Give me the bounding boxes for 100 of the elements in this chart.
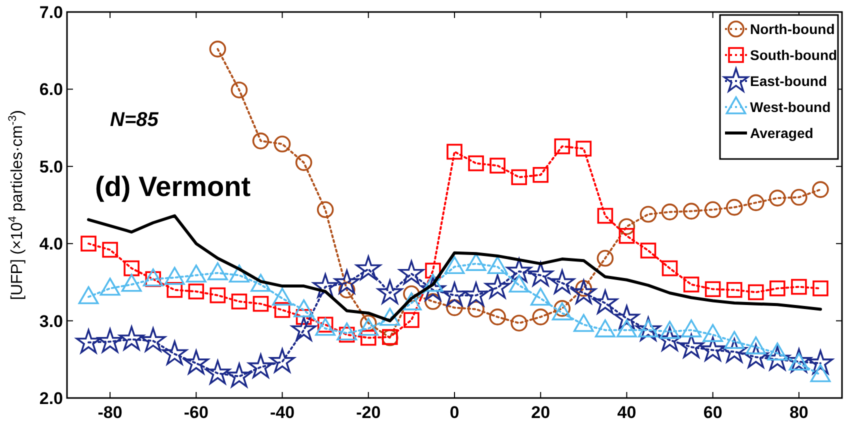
point xyxy=(336,322,358,340)
point xyxy=(186,264,206,283)
point xyxy=(770,280,786,296)
point xyxy=(511,169,527,186)
point xyxy=(636,316,661,341)
point xyxy=(594,319,616,338)
point xyxy=(678,334,704,358)
point xyxy=(315,318,336,336)
x-tick-label: -20 xyxy=(356,403,381,422)
point xyxy=(205,360,230,384)
point xyxy=(403,285,420,302)
point xyxy=(380,308,400,326)
point xyxy=(618,218,636,236)
y-tick-label: 3.0 xyxy=(39,312,63,331)
point xyxy=(808,350,834,374)
point xyxy=(442,282,468,306)
point xyxy=(786,348,812,373)
point xyxy=(681,319,702,338)
point xyxy=(358,318,379,336)
point xyxy=(356,256,381,280)
point xyxy=(209,40,226,58)
point xyxy=(597,208,614,224)
point xyxy=(508,274,530,293)
point xyxy=(446,144,462,160)
point xyxy=(100,278,120,296)
point xyxy=(506,258,532,282)
point xyxy=(296,309,312,325)
point xyxy=(704,281,721,298)
point xyxy=(640,242,656,258)
point xyxy=(102,242,118,258)
point xyxy=(316,201,334,218)
point xyxy=(769,190,786,206)
point xyxy=(140,328,166,352)
point xyxy=(552,302,572,320)
point xyxy=(270,348,295,373)
point xyxy=(747,194,764,212)
point xyxy=(78,286,99,304)
point xyxy=(166,282,183,298)
legend-label: North-bound xyxy=(750,20,835,37)
y-tick-label: 7.0 xyxy=(39,2,63,22)
y-tick-label: 2.0 xyxy=(39,388,63,408)
point xyxy=(76,329,102,354)
point xyxy=(596,250,614,267)
point xyxy=(550,270,575,294)
x-tick-label: -60 xyxy=(184,403,208,422)
point xyxy=(231,294,248,310)
point xyxy=(466,253,486,271)
point xyxy=(229,264,250,283)
point xyxy=(248,354,274,378)
point xyxy=(274,302,290,318)
point xyxy=(291,316,316,341)
point xyxy=(226,363,252,388)
point xyxy=(618,228,635,244)
point xyxy=(573,314,594,332)
point xyxy=(164,266,185,285)
point xyxy=(250,274,271,292)
point xyxy=(810,364,831,382)
point xyxy=(704,201,722,218)
x-tick-label: -80 xyxy=(98,403,122,422)
point xyxy=(420,276,446,301)
annotation: N=85 xyxy=(110,109,160,131)
point xyxy=(657,326,682,351)
point xyxy=(401,292,422,310)
point xyxy=(142,268,164,286)
y-tick-label: 6.0 xyxy=(39,80,63,100)
point xyxy=(334,270,360,294)
point xyxy=(312,274,338,298)
point xyxy=(252,296,269,312)
point xyxy=(188,284,204,300)
point xyxy=(682,202,700,220)
point xyxy=(662,260,678,276)
x-tick-label: 60 xyxy=(703,403,722,422)
point xyxy=(743,344,768,368)
legend-label: Averaged xyxy=(750,124,814,141)
point xyxy=(661,204,678,220)
point xyxy=(463,282,489,306)
point xyxy=(207,262,228,280)
point xyxy=(424,293,442,310)
point xyxy=(528,262,554,286)
point xyxy=(162,340,188,365)
x-tick-label: -40 xyxy=(270,403,295,422)
point xyxy=(97,328,123,352)
point xyxy=(812,280,828,296)
point xyxy=(124,260,140,276)
point xyxy=(274,136,291,152)
point xyxy=(444,256,465,274)
point xyxy=(489,308,506,326)
point xyxy=(700,336,726,361)
point xyxy=(530,288,551,306)
point xyxy=(80,236,96,252)
point xyxy=(252,132,270,150)
point xyxy=(812,181,829,198)
point xyxy=(446,299,463,316)
point xyxy=(748,284,764,300)
point xyxy=(532,166,549,183)
x-tick-label: 80 xyxy=(789,403,808,422)
point xyxy=(683,276,700,292)
point xyxy=(484,274,510,298)
point xyxy=(554,138,570,154)
legend-label: South-bound xyxy=(750,46,838,63)
